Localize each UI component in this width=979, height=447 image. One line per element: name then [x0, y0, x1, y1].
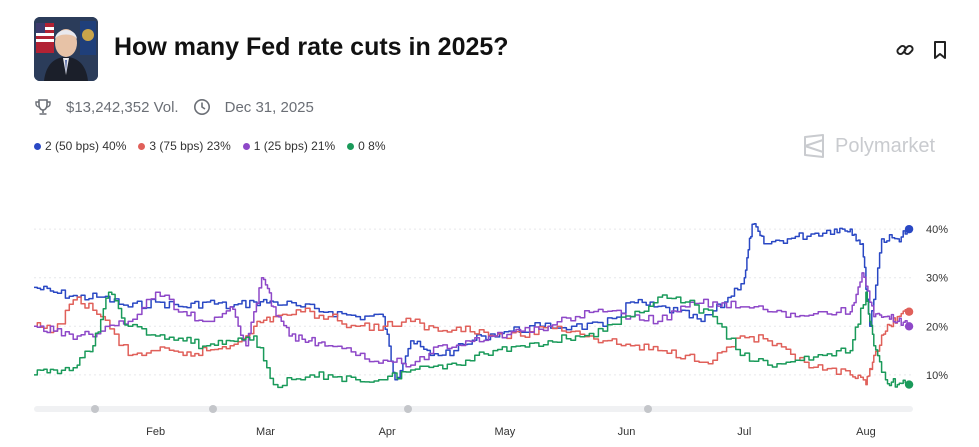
- price-history-chart[interactable]: 10% 20% 30% 40% Feb Mar Apr May Jun Jul Aug: [0, 180, 979, 447]
- x-tick-label: Apr: [379, 426, 396, 438]
- legend-label: 1 (25 bps) 21%: [253, 139, 336, 153]
- bookmark-icon[interactable]: [929, 39, 951, 61]
- polymarket-logo-icon: [804, 134, 824, 158]
- range-slider-handle: [644, 405, 652, 413]
- link-icon[interactable]: [894, 39, 916, 61]
- series-end-point: [904, 322, 914, 331]
- legend-dot: [347, 142, 355, 150]
- series-end-point: [904, 224, 914, 234]
- x-tick-label: Jul: [737, 426, 751, 438]
- trophy-icon: [34, 98, 52, 116]
- legend-label: 3 (75 bps) 23%: [149, 139, 231, 153]
- polymarket-watermark: Polymarket: [803, 132, 935, 160]
- chart-legend: 2 (50 bps) 40% 3 (75 bps) 23% 1 (25 bps)…: [34, 137, 398, 155]
- clock-icon: [193, 98, 211, 116]
- y-tick-label: 10%: [926, 370, 948, 382]
- legend-item: 1 (25 bps) 21%: [242, 139, 336, 153]
- legend-dot: [34, 142, 41, 150]
- series-end-point: [904, 380, 914, 389]
- series-line: [34, 291, 910, 389]
- market-meta: $13,242,352 Vol. Dec 31, 2025: [34, 96, 314, 118]
- y-tick-label: 30%: [926, 273, 948, 285]
- series-end-point: [904, 307, 914, 316]
- market-title: How many Fed rate cuts in 2025?: [114, 33, 509, 61]
- market-header: How many Fed rate cuts in 2025?: [34, 17, 954, 83]
- y-tick-label: 20%: [926, 321, 948, 333]
- range-slider-handle: [91, 405, 99, 413]
- x-tick-label: Jun: [618, 426, 636, 438]
- series-line: [34, 223, 910, 381]
- x-tick-label: Feb: [146, 426, 165, 438]
- range-slider-handle: [404, 405, 412, 413]
- x-tick-label: Aug: [856, 426, 876, 438]
- x-tick-label: Mar: [256, 426, 275, 438]
- legend-dot: [242, 142, 250, 150]
- volume-text: $13,242,352 Vol.: [66, 98, 179, 116]
- legend-item: 2 (50 bps) 40%: [34, 139, 126, 153]
- range-slider-track: [34, 406, 913, 412]
- market-thumbnail: [34, 17, 98, 81]
- x-tick-label: May: [495, 426, 516, 438]
- series-line: [34, 272, 910, 368]
- y-tick-label: 40%: [926, 224, 948, 236]
- range-slider-handle: [209, 405, 217, 413]
- legend-item: 3 (75 bps) 23%: [138, 139, 231, 153]
- brand-name: Polymarket: [835, 134, 936, 157]
- fed-chair-portrait-icon: [34, 17, 98, 81]
- legend-label: 2 (50 bps) 40%: [45, 139, 127, 153]
- legend-item: 0 8%: [347, 139, 386, 153]
- end-date-text: Dec 31, 2025: [224, 98, 314, 116]
- legend-label: 0 8%: [358, 139, 386, 153]
- legend-dot: [138, 142, 146, 150]
